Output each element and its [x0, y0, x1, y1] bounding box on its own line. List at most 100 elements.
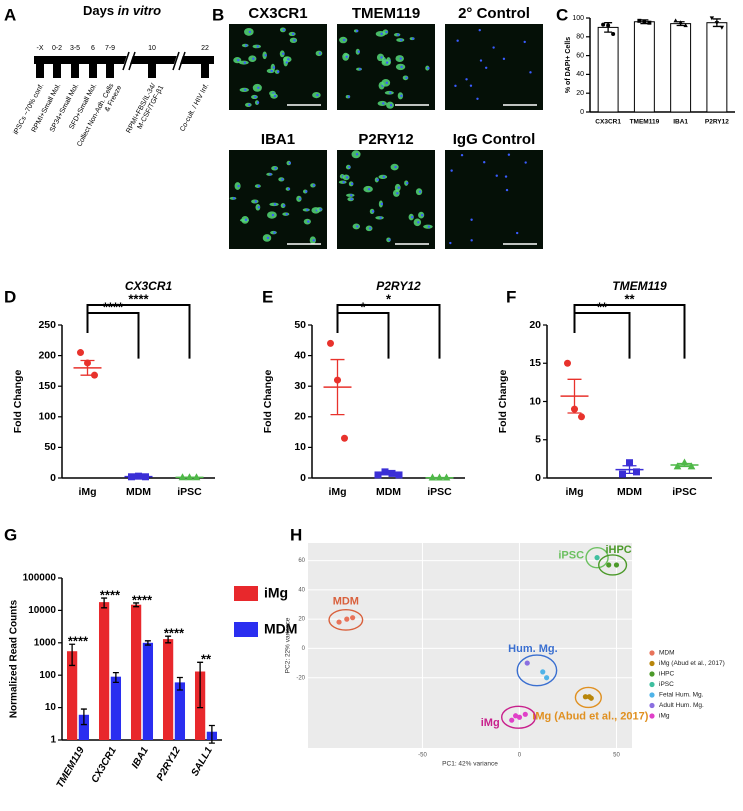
- nucleus: [406, 181, 409, 185]
- nucleus: [282, 52, 285, 55]
- y-tick-label: 40: [294, 349, 306, 361]
- y-tick-label: 50: [294, 319, 306, 331]
- nucleus: [254, 95, 257, 99]
- group-label: iMg: [481, 717, 500, 729]
- nucleus: [450, 169, 453, 172]
- group-label: MDM: [333, 596, 359, 608]
- nucleus: [288, 161, 291, 165]
- error-bar: [381, 472, 396, 476]
- nucleus: [456, 39, 459, 42]
- y-axis-label: PC2: 22% variance: [285, 617, 292, 673]
- error-bar: [330, 358, 345, 416]
- nucleus: [282, 204, 286, 207]
- nucleus: [357, 50, 360, 53]
- nucleus: [248, 103, 251, 107]
- legend-label: iPSC: [659, 681, 674, 688]
- timeline-tick: [201, 56, 209, 78]
- image-label: CX3CR1: [248, 5, 307, 22]
- nucleus: [469, 84, 473, 87]
- data-point: [637, 18, 642, 23]
- plot-background: [308, 543, 632, 748]
- x-tick-label: IBA1: [673, 119, 688, 126]
- y-tick-label: 80: [576, 34, 584, 41]
- data-point: [683, 23, 688, 28]
- significance: *: [386, 291, 392, 306]
- nucleus: [400, 65, 403, 69]
- nucleus: [293, 39, 296, 42]
- x-tick-label: iMg: [565, 486, 583, 498]
- nucleus: [269, 173, 272, 176]
- nucleus: [380, 56, 383, 59]
- data-point: [524, 660, 530, 666]
- y-tick-label: 0: [580, 109, 584, 116]
- error-bar: [144, 640, 151, 646]
- y-tick-label: 0: [50, 472, 56, 484]
- y-tick-label: 15: [529, 357, 541, 369]
- timeline-title-emphasis: in vitro: [118, 3, 161, 18]
- chart-title: P2RY12: [376, 279, 421, 293]
- y-tick-label: 5: [535, 434, 541, 446]
- nucleus: [484, 66, 488, 69]
- group-outline: [574, 686, 602, 709]
- nucleus: [264, 54, 267, 57]
- y-tick-label: 200: [38, 349, 56, 361]
- nucleus: [495, 174, 498, 177]
- nucleus: [287, 187, 291, 191]
- nucleus: [276, 70, 280, 73]
- micrograph: [229, 24, 327, 110]
- nucleus: [478, 28, 481, 32]
- nucleus: [396, 192, 399, 195]
- nucleus: [270, 69, 273, 73]
- timeline-title-main: Days: [83, 3, 118, 18]
- nucleus: [405, 76, 408, 80]
- y-tick-label: 1000: [34, 637, 57, 648]
- nucleus: [350, 182, 354, 186]
- nucleus: [232, 197, 236, 200]
- nucleus: [397, 186, 400, 189]
- legend-label: MDM: [264, 621, 297, 637]
- bar: [110, 676, 122, 740]
- timeline-tick: [106, 56, 114, 78]
- nucleus: [237, 58, 240, 62]
- group-outline: [328, 608, 364, 631]
- y-tick-label: 40: [576, 71, 584, 78]
- nucleus: [257, 184, 261, 188]
- error-bar: [80, 708, 87, 726]
- x-tick-label: CX3CR1: [595, 119, 621, 126]
- group-label: iHPC: [605, 544, 631, 556]
- nucleus: [420, 213, 424, 217]
- image-label: IgG Control: [453, 131, 536, 148]
- nucleus: [376, 178, 379, 182]
- group-outline: [501, 705, 536, 729]
- x-tick-label: -50: [418, 753, 427, 759]
- chart-title: TMEM119: [612, 279, 667, 293]
- nucleus: [371, 210, 375, 213]
- nucleus: [342, 38, 346, 42]
- x-tick-label: MDM: [126, 486, 151, 498]
- nucleus: [272, 66, 276, 69]
- legend-swatch: [234, 586, 258, 601]
- nucleus: [245, 44, 248, 47]
- timeline-tick: [71, 56, 79, 78]
- data-point: [582, 694, 589, 700]
- nucleus: [248, 30, 252, 34]
- y-tick-label: 100000: [23, 573, 57, 584]
- nucleus: [417, 221, 420, 224]
- nucleus: [285, 212, 288, 216]
- day-label: 6: [91, 45, 95, 52]
- significance-bracket: [573, 312, 631, 359]
- nucleus: [476, 97, 479, 100]
- data-point: [709, 16, 715, 21]
- x-tick-label: iMg: [78, 486, 96, 498]
- nucleus: [298, 197, 302, 200]
- nucleus: [307, 220, 310, 223]
- data-point: [611, 31, 616, 36]
- significance: ****: [103, 299, 124, 314]
- bar: [162, 639, 174, 740]
- data-point: [678, 20, 683, 25]
- nucleus: [411, 215, 414, 219]
- significance: **: [597, 299, 608, 314]
- significance: **: [624, 291, 635, 306]
- nucleus: [394, 165, 397, 169]
- day-label: 22: [201, 45, 209, 52]
